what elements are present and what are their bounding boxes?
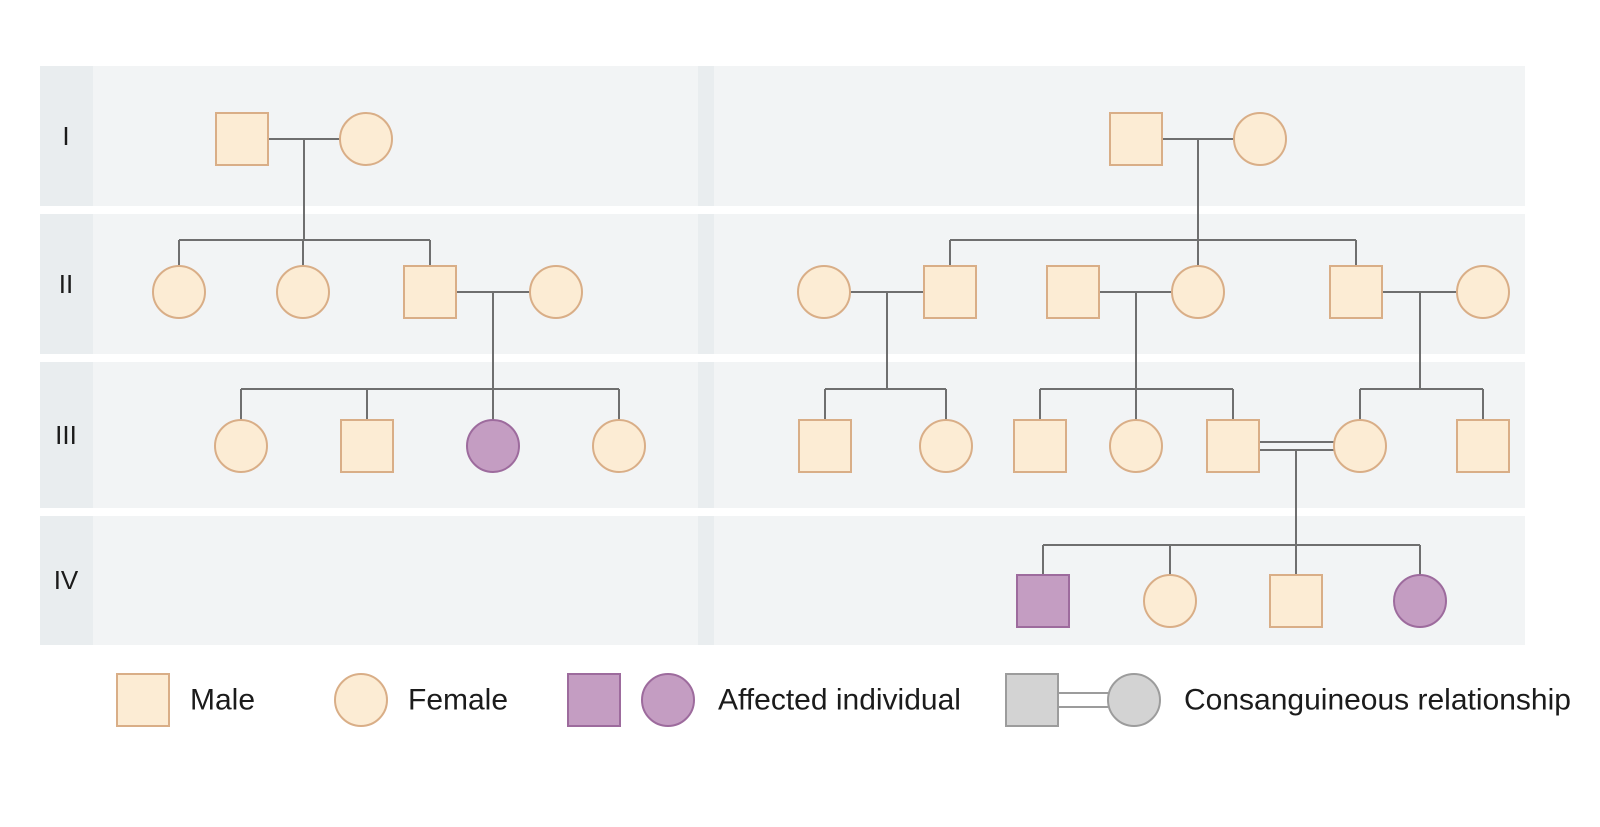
generation-label-III: III [55, 420, 77, 450]
legend-affected-individual-circle-swatch [641, 673, 695, 727]
individual-right-II-1 [797, 265, 851, 319]
individual-right-II-3 [1046, 265, 1100, 319]
generation-label-IV: IV [54, 565, 79, 595]
individual-right-IV-4 [1393, 574, 1447, 628]
legend-consanguineous-relationship-circle-swatch [1107, 673, 1161, 727]
individual-right-III-1 [798, 419, 852, 473]
legend-affected-individual-square-swatch [567, 673, 621, 727]
panel-divider-I [698, 66, 714, 206]
individual-left-III-4 [592, 419, 646, 473]
individual-right-II-5 [1329, 265, 1383, 319]
legend-male-square-swatch [116, 673, 170, 727]
individual-left-III-2 [340, 419, 394, 473]
individual-left-I-1 [215, 112, 269, 166]
individual-left-III-3 [466, 419, 520, 473]
individual-right-IV-2 [1143, 574, 1197, 628]
panel-divider-III [698, 362, 714, 508]
legend-consanguineous-relationship-square-swatch [1005, 673, 1059, 727]
legend-consanguineous-relationship-label: Consanguineous relationship [1184, 684, 1571, 717]
individual-left-II-2 [276, 265, 330, 319]
legend-female-circle-swatch [334, 673, 388, 727]
generation-label-column-I [40, 66, 93, 206]
individual-right-IV-3 [1269, 574, 1323, 628]
generation-label-II: II [59, 269, 73, 299]
generation-row-II-band [40, 214, 1525, 354]
legend-affected-individual-label: Affected individual [718, 684, 961, 717]
individual-left-I-2 [339, 112, 393, 166]
panel-divider-II [698, 214, 714, 354]
individual-left-II-3 [403, 265, 457, 319]
individual-right-I-1 [1109, 112, 1163, 166]
individual-right-II-2 [923, 265, 977, 319]
individual-right-III-6 [1333, 419, 1387, 473]
legend-female-label: Female [408, 684, 508, 717]
generation-label-column-II [40, 214, 93, 354]
individual-right-II-6 [1456, 265, 1510, 319]
individual-right-II-4 [1171, 265, 1225, 319]
panel-divider-IV [698, 516, 714, 645]
generation-label-column-IV [40, 516, 93, 645]
individual-left-II-4 [529, 265, 583, 319]
individual-right-III-5 [1206, 419, 1260, 473]
generation-row-III-band [40, 362, 1525, 508]
individual-right-III-7 [1456, 419, 1510, 473]
individual-right-IV-1 [1016, 574, 1070, 628]
legend-male-label: Male [190, 684, 255, 717]
generation-label-I: I [62, 121, 69, 151]
individual-left-III-1 [214, 419, 268, 473]
individual-right-I-2 [1233, 112, 1287, 166]
individual-right-III-2 [919, 419, 973, 473]
generation-label-column-III [40, 362, 93, 508]
individual-right-III-4 [1109, 419, 1163, 473]
individual-right-III-3 [1013, 419, 1067, 473]
individual-left-II-1 [152, 265, 206, 319]
